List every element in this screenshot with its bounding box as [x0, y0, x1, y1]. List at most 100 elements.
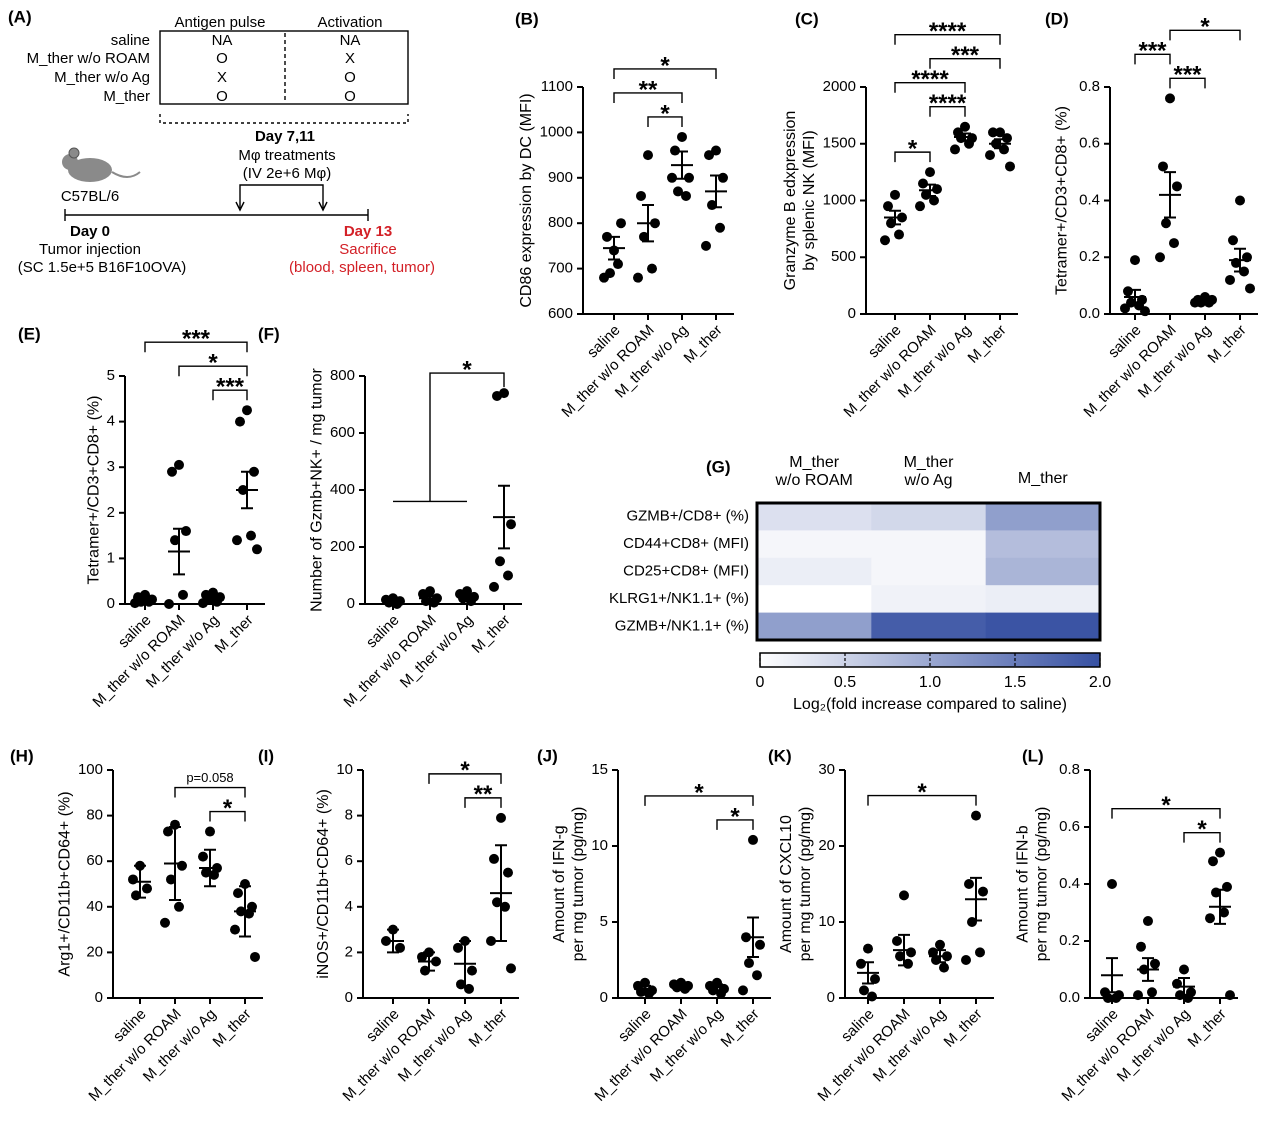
- dotted-bracket: [159, 114, 409, 124]
- y-tick-label: 2: [345, 943, 353, 960]
- y-tick-label: 0.8: [1079, 78, 1100, 95]
- error-bar: [639, 984, 651, 993]
- treatment-bracket: [239, 184, 324, 208]
- y-tick-label: 1500: [823, 135, 856, 152]
- data-point: [1165, 93, 1175, 104]
- y-tick-label: 5: [600, 913, 608, 930]
- y-tick-label: 0.4: [1059, 875, 1080, 892]
- y-tick-label: 0: [848, 305, 856, 322]
- data-point: [1179, 964, 1189, 975]
- data-point: [235, 416, 245, 427]
- colorbar-tick-label: 1.0: [919, 674, 941, 691]
- data-point: [988, 127, 998, 138]
- data-point: [1111, 993, 1121, 1003]
- y-tick-label: 1: [107, 549, 115, 566]
- data-point: [489, 581, 499, 592]
- data-point: [1225, 990, 1235, 1001]
- data-point: [925, 167, 935, 178]
- error-bar: [498, 484, 510, 550]
- data-point: [1120, 303, 1130, 314]
- panel-label: (C): [795, 9, 819, 28]
- end-event: (blood, spleen, tumor): [289, 259, 435, 276]
- cell: NA: [340, 32, 361, 49]
- cell: O: [216, 50, 228, 67]
- error-bar: [1199, 298, 1211, 304]
- data-point: [859, 985, 869, 996]
- y-tick-label: 30: [818, 761, 835, 778]
- y-axis-label: iNOS+/CD11b+CD64+ (%): [315, 789, 332, 979]
- start-day: Day 0: [70, 223, 110, 240]
- y-tick-label: 4: [107, 413, 115, 430]
- error-bar: [994, 138, 1006, 150]
- data-point: [1169, 238, 1179, 249]
- error-bar: [424, 595, 436, 602]
- treatment: Mφ treatments: [238, 147, 335, 164]
- data-point: [1161, 218, 1171, 229]
- data-point: [718, 172, 728, 183]
- error-bar: [495, 844, 507, 942]
- y-tick-label: 800: [330, 367, 355, 384]
- y-tick-label: 8: [345, 807, 353, 824]
- heat-cell: [757, 530, 872, 559]
- y-tick-label: 0.6: [1059, 818, 1080, 835]
- data-point: [748, 834, 758, 845]
- y-tick-label: 40: [86, 898, 103, 915]
- data-point: [906, 947, 916, 958]
- bracket: [212, 389, 248, 401]
- error-bar: [134, 864, 146, 899]
- x-tick-label: M_ther: [212, 612, 257, 657]
- data-point: [701, 240, 711, 251]
- data-point: [935, 939, 945, 950]
- bracket: [647, 116, 683, 127]
- y-tick-label: 15: [591, 761, 608, 778]
- data-point: [602, 231, 612, 242]
- data-point: [899, 890, 909, 901]
- data-point: [894, 229, 904, 240]
- colorbar-tick-label: 0.5: [834, 674, 856, 691]
- panel-label: (B): [515, 9, 539, 28]
- significance-label: ***: [182, 326, 211, 353]
- y-tick-label: 2: [107, 504, 115, 521]
- bracket: [144, 341, 248, 353]
- significance-label: *: [908, 135, 918, 162]
- bracket: [178, 365, 248, 377]
- mouse-icon: [62, 147, 141, 182]
- y-tick-label: 4: [345, 898, 353, 915]
- data-point: [921, 189, 931, 200]
- data-point: [503, 867, 513, 878]
- data-point: [1002, 133, 1012, 144]
- y-tick-label: 600: [548, 305, 573, 322]
- data-point: [128, 874, 138, 885]
- data-point: [142, 883, 152, 894]
- data-point: [232, 535, 242, 546]
- y-axis-label: Amount of IFN-b: [1015, 825, 1032, 942]
- y-tick-label: 3: [107, 458, 115, 475]
- bracket: [428, 773, 502, 784]
- data-point: [639, 231, 649, 242]
- data-point: [932, 184, 942, 195]
- design-box: [159, 30, 409, 105]
- data-point: [492, 897, 502, 908]
- error-bar: [461, 593, 473, 599]
- x-tick-label: M_ther: [681, 322, 726, 367]
- data-point: [242, 405, 252, 416]
- error-bar: [898, 933, 910, 967]
- significance-label: ****: [929, 18, 967, 45]
- bracket: [1169, 29, 1241, 41]
- error-bar: [139, 597, 151, 603]
- panel-label: (H): [10, 746, 34, 765]
- column-header: Activation: [317, 14, 382, 31]
- bracket: [613, 68, 717, 79]
- error-bar: [207, 596, 219, 603]
- data-point: [856, 958, 866, 969]
- y-tick-label: 20: [818, 837, 835, 854]
- data-point: [486, 936, 496, 946]
- data-point: [201, 867, 211, 878]
- y-tick-label: 0.0: [1059, 989, 1080, 1006]
- panel-label: (J): [537, 746, 558, 765]
- error-bar: [675, 982, 687, 990]
- data-point: [249, 466, 259, 477]
- colorbar-tick-label: 1.5: [1004, 674, 1026, 691]
- treatment-days: Day 7,11: [255, 128, 315, 145]
- data-point: [167, 466, 177, 477]
